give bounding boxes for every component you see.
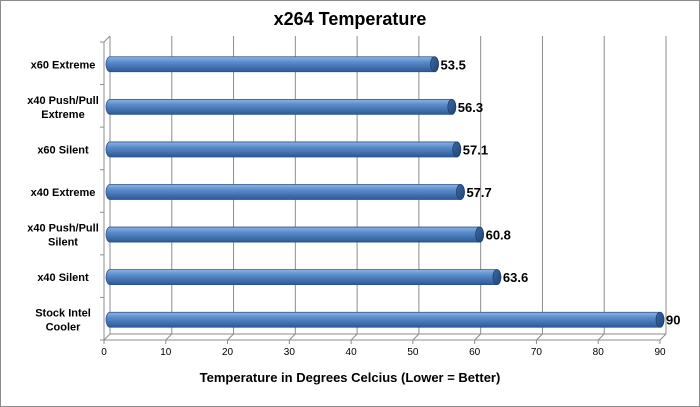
bar	[105, 56, 439, 73]
bar	[105, 226, 484, 243]
data-label: 53.5	[441, 57, 466, 72]
gridline-depth	[474, 333, 482, 341]
bar-end-cap	[452, 141, 462, 158]
bar	[105, 141, 462, 158]
gridline-depth	[227, 333, 234, 341]
bar-end-cap	[655, 311, 665, 328]
gridline-depth	[412, 333, 420, 341]
data-label: 63.6	[503, 270, 528, 285]
gridline-depth	[597, 333, 605, 341]
bar	[105, 269, 502, 286]
bar	[105, 98, 457, 115]
x-tick-label: 10	[160, 347, 172, 358]
chart-title: x264 Temperature	[273, 9, 427, 29]
category-label: x40 Push/Pull	[27, 223, 99, 235]
category-label: x60 Silent	[37, 144, 89, 156]
x-tick-label: 90	[654, 347, 666, 358]
category-label: x40 Silent	[37, 272, 89, 284]
category-label: x40 Push/Pull	[27, 95, 99, 107]
bar-end-cap	[475, 226, 485, 243]
data-label: 56.3	[458, 100, 483, 115]
category-label: x60 Extreme	[31, 59, 96, 71]
data-label: 57.1	[463, 142, 488, 157]
x-tick-label: 70	[531, 347, 543, 358]
label-layer: 0 10 20 30 40 50 60 70 80 90 x60 Extreme 53.5 x40 Pu…	[27, 57, 680, 358]
bar-end-cap	[447, 98, 457, 115]
gridline-depth	[103, 333, 111, 341]
gridline-depth	[288, 333, 296, 341]
x-tick-label: 20	[222, 347, 234, 358]
bar-layer	[105, 56, 665, 328]
gridline-depth	[659, 333, 667, 341]
category-label: x40 Extreme	[31, 187, 96, 199]
data-label: 57.7	[466, 185, 491, 200]
category-label: Stock Intel	[35, 308, 91, 320]
data-label: 90	[666, 313, 680, 328]
x-tick-label: 60	[469, 347, 481, 358]
bar	[105, 311, 665, 328]
category-label: Silent	[48, 237, 78, 249]
x-tick-label: 80	[593, 347, 605, 358]
gridline-depth	[536, 333, 543, 341]
gridline-depth	[350, 333, 358, 341]
data-label: 60.8	[486, 228, 511, 243]
bar	[105, 184, 465, 200]
bar-end-cap	[456, 184, 465, 200]
bar-end-cap	[492, 269, 502, 286]
x-tick-label: 50	[407, 347, 419, 358]
bar-end-cap	[430, 56, 439, 73]
x-tick-label: 30	[284, 347, 296, 358]
category-label: Extreme	[41, 109, 84, 121]
y-axis-depth	[103, 35, 111, 43]
gridline-depth	[165, 333, 173, 341]
x-tick-label: 0	[101, 347, 107, 358]
x-tick-label: 40	[346, 347, 358, 358]
x-axis-title: Temperature in Degrees Celcius (Lower = …	[199, 370, 501, 385]
category-label: Cooler	[46, 322, 82, 334]
axis-layer	[100, 35, 661, 344]
